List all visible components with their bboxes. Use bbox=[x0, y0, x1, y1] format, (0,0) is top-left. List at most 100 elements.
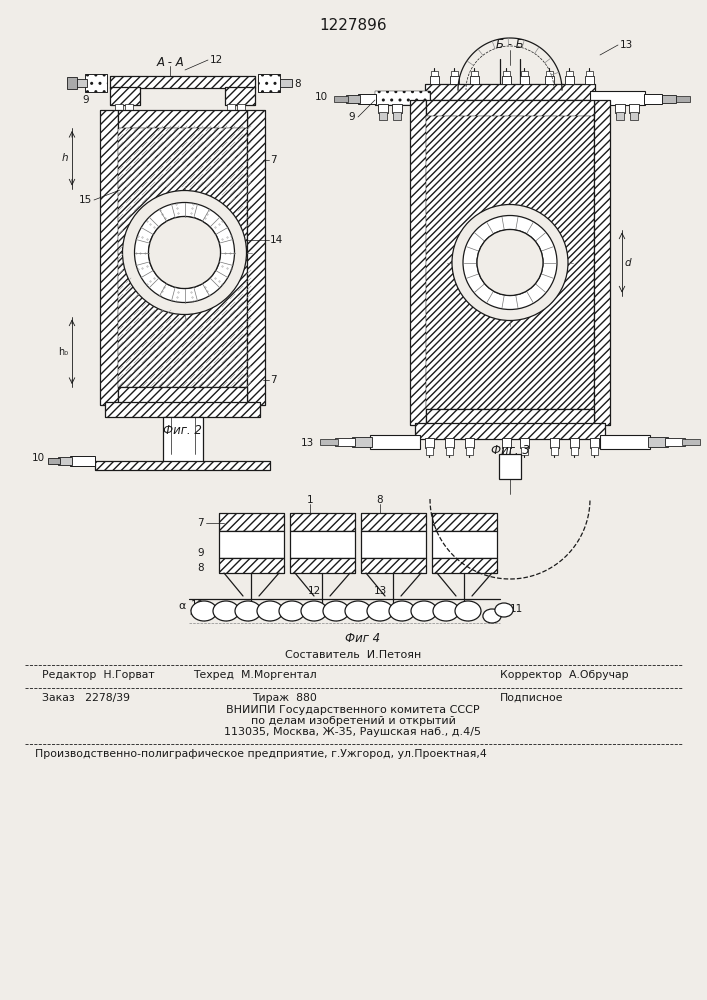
Bar bbox=[432, 513, 497, 531]
Text: 15: 15 bbox=[78, 195, 92, 205]
Bar bbox=[352, 437, 372, 447]
Bar bbox=[503, 447, 510, 455]
Bar bbox=[521, 71, 528, 76]
Bar bbox=[227, 104, 235, 112]
Text: 13: 13 bbox=[300, 438, 314, 448]
Bar bbox=[591, 447, 598, 455]
Bar bbox=[665, 438, 685, 446]
Text: 7: 7 bbox=[270, 155, 276, 165]
Text: α: α bbox=[179, 601, 186, 611]
Ellipse shape bbox=[301, 601, 327, 621]
Bar bbox=[426, 100, 594, 116]
Circle shape bbox=[477, 230, 543, 296]
Bar bbox=[358, 94, 376, 104]
Bar bbox=[85, 74, 107, 92]
Ellipse shape bbox=[345, 601, 371, 621]
Bar bbox=[566, 71, 573, 76]
Bar bbox=[594, 100, 610, 425]
Bar bbox=[125, 104, 133, 112]
Bar bbox=[415, 423, 605, 439]
Bar bbox=[432, 531, 497, 558]
Bar bbox=[258, 74, 280, 92]
Bar bbox=[258, 74, 280, 92]
Bar bbox=[615, 104, 625, 113]
Bar bbox=[110, 87, 140, 105]
Bar bbox=[431, 71, 438, 76]
Text: h₀: h₀ bbox=[58, 347, 68, 357]
Text: 10: 10 bbox=[32, 453, 45, 463]
Ellipse shape bbox=[235, 601, 261, 621]
Text: 1227896: 1227896 bbox=[319, 17, 387, 32]
Text: 7: 7 bbox=[270, 375, 276, 385]
Text: Фиг. 2: Фиг. 2 bbox=[163, 424, 202, 436]
Bar bbox=[75, 79, 87, 87]
Text: 8: 8 bbox=[197, 563, 204, 573]
Circle shape bbox=[122, 190, 247, 314]
Bar bbox=[361, 531, 426, 558]
Bar bbox=[375, 91, 430, 105]
Bar bbox=[247, 110, 265, 405]
Ellipse shape bbox=[323, 601, 349, 621]
Bar bbox=[219, 513, 284, 531]
Bar bbox=[219, 513, 284, 531]
Bar bbox=[225, 87, 255, 105]
Ellipse shape bbox=[279, 601, 305, 621]
Bar bbox=[662, 95, 676, 103]
Text: Заказ   2278/39: Заказ 2278/39 bbox=[42, 693, 130, 703]
Bar bbox=[219, 558, 284, 573]
Text: h₁: h₁ bbox=[162, 276, 171, 285]
Circle shape bbox=[148, 217, 221, 288]
Bar bbox=[571, 447, 578, 455]
Bar bbox=[471, 71, 478, 76]
Bar bbox=[425, 84, 595, 100]
Text: 8: 8 bbox=[377, 495, 383, 505]
Text: 13: 13 bbox=[373, 586, 387, 596]
Text: 12: 12 bbox=[210, 55, 223, 65]
Text: 9: 9 bbox=[197, 548, 204, 558]
Bar bbox=[290, 531, 355, 558]
Bar bbox=[546, 71, 553, 76]
Bar bbox=[430, 76, 439, 84]
Bar bbox=[600, 435, 650, 449]
Bar bbox=[115, 104, 123, 112]
Bar bbox=[105, 402, 260, 417]
Bar bbox=[570, 438, 579, 448]
Bar bbox=[110, 76, 255, 88]
Ellipse shape bbox=[495, 603, 513, 617]
Bar bbox=[290, 558, 355, 573]
Bar bbox=[320, 439, 338, 445]
Text: 1: 1 bbox=[307, 495, 313, 505]
Bar bbox=[393, 112, 401, 120]
Bar bbox=[590, 91, 645, 105]
Bar bbox=[520, 76, 529, 84]
Bar bbox=[370, 435, 420, 449]
Text: ВНИИПИ Государственного комитета СССР: ВНИИПИ Государственного комитета СССР bbox=[226, 705, 480, 715]
Bar bbox=[446, 447, 453, 455]
Bar bbox=[290, 513, 355, 531]
Ellipse shape bbox=[483, 609, 501, 623]
Text: 7: 7 bbox=[197, 518, 204, 528]
Ellipse shape bbox=[213, 601, 239, 621]
Bar bbox=[630, 112, 638, 120]
Text: 8: 8 bbox=[294, 79, 300, 89]
Bar bbox=[426, 100, 594, 116]
Bar bbox=[520, 438, 529, 448]
Bar bbox=[361, 558, 426, 573]
Text: 10: 10 bbox=[315, 92, 328, 102]
Text: 13: 13 bbox=[620, 40, 633, 50]
Bar bbox=[545, 76, 554, 84]
Bar bbox=[361, 513, 426, 531]
Text: 14: 14 bbox=[270, 235, 284, 245]
Text: Фиг. 3: Фиг. 3 bbox=[491, 444, 530, 456]
Bar bbox=[85, 74, 107, 92]
Bar bbox=[58, 457, 72, 465]
Bar bbox=[585, 76, 594, 84]
Bar bbox=[219, 558, 284, 573]
Text: Подписное: Подписное bbox=[500, 693, 563, 703]
Ellipse shape bbox=[455, 601, 481, 621]
Bar bbox=[378, 104, 388, 113]
Text: 10: 10 bbox=[191, 600, 204, 610]
Bar bbox=[445, 438, 454, 448]
Ellipse shape bbox=[191, 601, 217, 621]
Bar bbox=[550, 438, 559, 448]
